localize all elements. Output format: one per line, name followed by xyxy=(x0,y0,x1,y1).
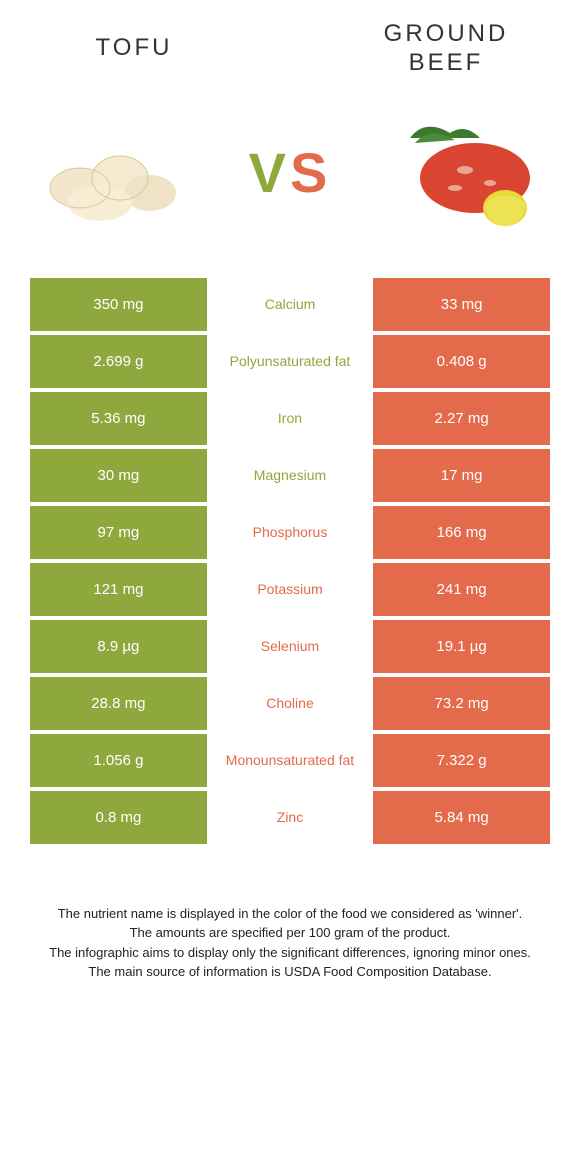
left-value-cell: 0.8 mg xyxy=(30,791,207,844)
footer-notes: The nutrient name is displayed in the co… xyxy=(30,904,550,982)
right-value-cell: 5.84 mg xyxy=(373,791,550,844)
images-row: VS xyxy=(30,108,550,238)
left-value-cell: 121 mg xyxy=(30,563,207,616)
left-value-cell: 97 mg xyxy=(30,506,207,559)
table-row: 97 mgPhosphorus166 mg xyxy=(30,506,550,559)
footer-line: The nutrient name is displayed in the co… xyxy=(40,904,540,924)
table-row: 2.699 gPolyunsaturated fat0.408 g xyxy=(30,335,550,388)
vs-label: VS xyxy=(249,140,332,205)
table-row: 5.36 mgIron2.27 mg xyxy=(30,392,550,445)
left-value-cell: 1.056 g xyxy=(30,734,207,787)
nutrient-name-cell: Selenium xyxy=(207,620,373,673)
header: Tofu Ground Beef xyxy=(30,20,550,78)
nutrient-name-cell: Zinc xyxy=(207,791,373,844)
right-value-cell: 33 mg xyxy=(373,278,550,331)
right-value-cell: 0.408 g xyxy=(373,335,550,388)
infographic-container: Tofu Ground Beef VS xyxy=(0,0,580,1002)
right-value-cell: 7.322 g xyxy=(373,734,550,787)
right-value-cell: 166 mg xyxy=(373,506,550,559)
nutrient-name-cell: Choline xyxy=(207,677,373,730)
nutrient-name-cell: Calcium xyxy=(207,278,373,331)
table-row: 1.056 gMonounsaturated fat7.322 g xyxy=(30,734,550,787)
right-food-title: Ground Beef xyxy=(342,20,550,78)
beef-image xyxy=(380,108,550,238)
right-value-cell: 17 mg xyxy=(373,449,550,502)
left-value-cell: 30 mg xyxy=(30,449,207,502)
right-value-cell: 241 mg xyxy=(373,563,550,616)
table-row: 28.8 mgCholine73.2 mg xyxy=(30,677,550,730)
left-value-cell: 350 mg xyxy=(30,278,207,331)
left-value-cell: 8.9 µg xyxy=(30,620,207,673)
vs-v-letter: V xyxy=(249,141,290,204)
nutrient-name-cell: Potassium xyxy=(207,563,373,616)
right-value-cell: 2.27 mg xyxy=(373,392,550,445)
left-value-cell: 5.36 mg xyxy=(30,392,207,445)
left-value-cell: 2.699 g xyxy=(30,335,207,388)
nutrient-name-cell: Phosphorus xyxy=(207,506,373,559)
table-row: 121 mgPotassium241 mg xyxy=(30,563,550,616)
nutrient-name-cell: Polyunsaturated fat xyxy=(207,335,373,388)
left-value-cell: 28.8 mg xyxy=(30,677,207,730)
nutrient-name-cell: Iron xyxy=(207,392,373,445)
table-row: 350 mgCalcium33 mg xyxy=(30,278,550,331)
vs-s-letter: S xyxy=(290,141,331,204)
footer-line: The amounts are specified per 100 gram o… xyxy=(40,923,540,943)
footer-line: The infographic aims to display only the… xyxy=(40,943,540,963)
left-food-title: Tofu xyxy=(30,34,238,63)
nutrient-name-cell: Magnesium xyxy=(207,449,373,502)
table-row: 0.8 mgZinc5.84 mg xyxy=(30,791,550,844)
tofu-image xyxy=(30,108,200,238)
right-value-cell: 73.2 mg xyxy=(373,677,550,730)
nutrient-name-cell: Monounsaturated fat xyxy=(207,734,373,787)
table-row: 30 mgMagnesium17 mg xyxy=(30,449,550,502)
right-value-cell: 19.1 µg xyxy=(373,620,550,673)
nutrient-table: 350 mgCalcium33 mg2.699 gPolyunsaturated… xyxy=(30,278,550,844)
footer-line: The main source of information is USDA F… xyxy=(40,962,540,982)
table-row: 8.9 µgSelenium19.1 µg xyxy=(30,620,550,673)
